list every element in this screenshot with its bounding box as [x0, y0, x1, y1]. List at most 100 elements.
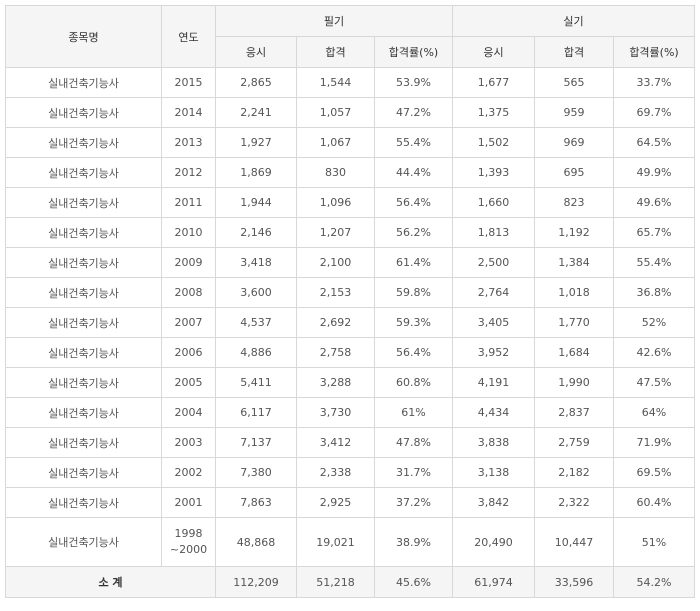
cell-practical-pass: 2,837 [534, 397, 615, 428]
cell-practical-rate: 49.6% [613, 187, 696, 218]
cell-written-apply: 2,241 [215, 97, 297, 128]
cell-written-rate: 38.9% [373, 517, 454, 567]
cell-practical-rate: 64% [613, 397, 696, 428]
cell-name: 실내건축기능사 [5, 157, 162, 188]
cell-written-pass: 1,067 [296, 127, 375, 158]
table-body: 실내건축기능사 2015 2,865 1,544 53.9% 1,677 565… [5, 67, 696, 567]
cell-practical-rate: 64.5% [613, 127, 696, 158]
cell-year: 2002 [161, 457, 216, 488]
cell-year: 2010 [161, 217, 216, 248]
cell-written-apply: 1,869 [215, 157, 297, 188]
table-row: 실내건축기능사 2014 2,241 1,057 47.2% 1,375 959… [5, 97, 696, 128]
total-practical-apply: 61,974 [452, 566, 536, 598]
cell-year-line2: ~2000 [169, 543, 208, 556]
cell-practical-apply: 3,842 [452, 487, 536, 518]
cell-name: 실내건축기능사 [5, 277, 162, 308]
cell-practical-apply: 1,502 [452, 127, 536, 158]
table-row: 실내건축기능사 2006 4,886 2,758 56.4% 3,952 1,6… [5, 337, 696, 368]
table-row: 실내건축기능사 2007 4,537 2,692 59.3% 3,405 1,7… [5, 307, 696, 338]
cell-practical-apply: 1,813 [452, 217, 536, 248]
cell-year: 2005 [161, 367, 216, 398]
cell-year: 2015 [161, 67, 216, 98]
cell-written-pass: 3,412 [296, 427, 375, 458]
cell-practical-apply: 1,677 [452, 67, 536, 98]
cell-written-rate: 56.4% [373, 187, 454, 218]
table-row: 실내건축기능사 2015 2,865 1,544 53.9% 1,677 565… [5, 67, 696, 98]
cell-written-rate: 53.9% [373, 67, 454, 98]
header-written-apply: 응시 [215, 36, 297, 68]
cell-name: 실내건축기능사 [5, 397, 162, 428]
cell-practical-pass: 1,684 [534, 337, 615, 368]
cell-practical-pass: 1,990 [534, 367, 615, 398]
cell-name: 실내건축기능사 [5, 187, 162, 218]
cell-written-pass: 830 [296, 157, 375, 188]
cell-practical-rate: 36.8% [613, 277, 696, 308]
table-footer: 소 계 112,209 51,218 45.6% 61,974 33,596 5… [5, 566, 696, 598]
cell-year: 2013 [161, 127, 216, 158]
cell-practical-apply: 4,191 [452, 367, 536, 398]
cell-practical-rate: 47.5% [613, 367, 696, 398]
header-written-pass: 합격 [296, 36, 375, 68]
cell-year: 2004 [161, 397, 216, 428]
header-practical: 실기 [452, 5, 696, 37]
total-written-pass: 51,218 [296, 566, 375, 598]
header-year: 연도 [161, 5, 216, 68]
cell-year: 2007 [161, 307, 216, 338]
cell-written-rate: 59.8% [373, 277, 454, 308]
cell-year: 1998 ~2000 [161, 517, 216, 567]
cell-written-apply: 5,411 [215, 367, 297, 398]
cell-written-apply: 7,137 [215, 427, 297, 458]
total-written-apply: 112,209 [215, 566, 297, 598]
cell-year-line1: 1998 [174, 527, 203, 540]
table-header: 종목명 연도 필기 실기 응시 합격 합격률(%) 응시 합격 합격률(%) [5, 5, 696, 68]
cell-practical-rate: 42.6% [613, 337, 696, 368]
cell-written-pass: 2,153 [296, 277, 375, 308]
table-row: 실내건축기능사 1998 ~2000 48,868 19,021 38.9% 2… [5, 517, 696, 567]
header-written-rate: 합격률(%) [373, 36, 454, 68]
cell-practical-rate: 33.7% [613, 67, 696, 98]
cell-practical-rate: 65.7% [613, 217, 696, 248]
cell-name: 실내건축기능사 [5, 247, 162, 278]
cell-practical-pass: 1,384 [534, 247, 615, 278]
cell-written-pass: 19,021 [296, 517, 375, 567]
cell-written-apply: 3,600 [215, 277, 297, 308]
table-row: 실내건축기능사 2011 1,944 1,096 56.4% 1,660 823… [5, 187, 696, 218]
header-name: 종목명 [5, 5, 162, 68]
cell-written-rate: 59.3% [373, 307, 454, 338]
cell-practical-apply: 2,500 [452, 247, 536, 278]
cell-practical-rate: 51% [613, 517, 696, 567]
cell-written-rate: 44.4% [373, 157, 454, 188]
cell-name: 실내건축기능사 [5, 67, 162, 98]
header-practical-rate: 합격률(%) [613, 36, 696, 68]
header-practical-pass: 합격 [534, 36, 615, 68]
total-label: 소 계 [5, 566, 216, 598]
header-written: 필기 [214, 5, 454, 37]
cell-year: 2014 [161, 97, 216, 128]
cell-practical-apply: 20,490 [452, 517, 536, 567]
cell-written-apply: 4,537 [215, 307, 297, 338]
cell-name: 실내건축기능사 [5, 337, 162, 368]
cell-name: 실내건축기능사 [5, 487, 162, 518]
table-row: 실내건축기능사 2012 1,869 830 44.4% 1,393 695 4… [5, 157, 696, 188]
cell-practical-pass: 1,770 [534, 307, 615, 338]
header-practical-apply: 응시 [452, 36, 536, 68]
cell-year: 2011 [161, 187, 216, 218]
cell-written-pass: 3,730 [296, 397, 375, 428]
cell-practical-apply: 3,952 [452, 337, 536, 368]
cell-name: 실내건축기능사 [5, 97, 162, 128]
cell-practical-pass: 1,018 [534, 277, 615, 308]
cell-written-apply: 1,944 [215, 187, 297, 218]
cell-practical-apply: 2,764 [452, 277, 536, 308]
cell-written-apply: 48,868 [215, 517, 297, 567]
cell-practical-rate: 52% [613, 307, 696, 338]
table-row: 실내건축기능사 2010 2,146 1,207 56.2% 1,813 1,1… [5, 217, 696, 248]
total-row: 소 계 112,209 51,218 45.6% 61,974 33,596 5… [5, 566, 696, 598]
cell-written-rate: 61% [373, 397, 454, 428]
cell-practical-pass: 1,192 [534, 217, 615, 248]
cell-practical-rate: 60.4% [613, 487, 696, 518]
cell-written-rate: 56.4% [373, 337, 454, 368]
cell-name: 실내건축기능사 [5, 427, 162, 458]
cell-name: 실내건축기능사 [5, 127, 162, 158]
table-row: 실내건축기능사 2001 7,863 2,925 37.2% 3,842 2,3… [5, 487, 696, 518]
cell-written-pass: 1,057 [296, 97, 375, 128]
